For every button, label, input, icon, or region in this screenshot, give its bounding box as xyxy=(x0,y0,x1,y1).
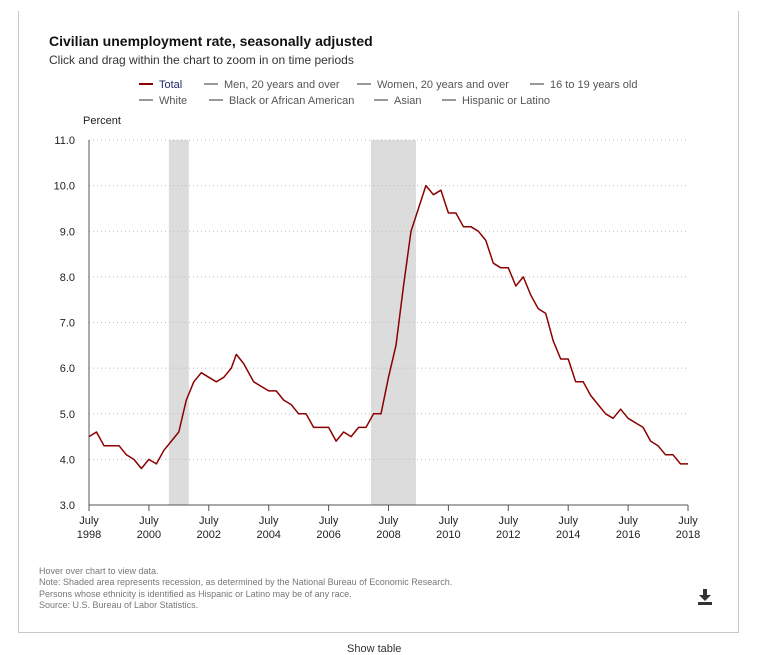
x-tick-year: 2010 xyxy=(436,529,460,541)
y-tick-label: 3.0 xyxy=(60,500,75,512)
x-tick-year: 2014 xyxy=(556,529,580,541)
x-tick-year: 1998 xyxy=(77,529,101,541)
y-tick-label: 9.0 xyxy=(60,226,75,238)
y-axis-title: Percent xyxy=(83,115,121,127)
legend-swatch xyxy=(442,99,456,102)
y-tick-label: 11.0 xyxy=(54,135,75,147)
legend-label: Black or African American xyxy=(229,95,355,107)
y-tick-label: 5.0 xyxy=(60,409,75,421)
legend-label: Total xyxy=(159,79,183,91)
series-line-total xyxy=(88,184,688,470)
x-tick-month: July xyxy=(618,515,638,527)
note-line: Note: Shaded area represents recession, … xyxy=(39,577,453,588)
legend-label: Women, 20 years and over xyxy=(377,79,509,91)
legend-label: White xyxy=(159,95,188,107)
legend-swatch xyxy=(209,99,223,102)
x-tick-month: July xyxy=(678,515,698,527)
x-tick-month: July xyxy=(439,515,459,527)
legend-label: 16 to 19 years old xyxy=(550,79,638,91)
x-tick-month: July xyxy=(139,515,159,527)
y-tick-label: 8.0 xyxy=(60,272,75,284)
note-line: Persons whose ethnicity is identified as… xyxy=(39,588,352,599)
x-tick-month: July xyxy=(79,515,99,527)
legend-label: Asian xyxy=(394,95,422,107)
chart-panel xyxy=(18,11,739,633)
x-tick-year: 2002 xyxy=(197,529,221,541)
legend-item-white[interactable]: White xyxy=(139,95,187,107)
legend-swatch xyxy=(139,83,153,86)
show-table-link[interactable]: Show table xyxy=(347,643,402,655)
y-tick-label: 7.0 xyxy=(60,318,75,330)
x-tick-month: July xyxy=(558,515,578,527)
x-tick-month: July xyxy=(379,515,399,527)
legend-swatch xyxy=(204,83,218,86)
legend: Total Men, 20 years and over Women, 20 y… xyxy=(0,77,776,113)
x-tick-year: 2004 xyxy=(256,529,280,541)
x-tick-month: July xyxy=(319,515,339,527)
y-tick-label: 4.0 xyxy=(60,454,75,466)
legend-swatch xyxy=(357,83,371,86)
line-chart[interactable]: 3.0 4.0 5.0 6.0 7.0 8.0 9.0 10.0 11.0 July 1998 Jul… xyxy=(0,0,776,560)
x-tick-year: 2018 xyxy=(676,529,700,541)
x-tick-month: July xyxy=(199,515,219,527)
x-tick-year: 2000 xyxy=(137,529,161,541)
legend-item-black[interactable]: Black or African American xyxy=(209,95,354,107)
x-tick-year: 2016 xyxy=(616,529,640,541)
legend-item-hispanic[interactable]: Hispanic or Latino xyxy=(442,95,550,107)
legend-item-men[interactable]: Men, 20 years and over xyxy=(204,79,340,91)
x-tick-year: 2008 xyxy=(376,529,400,541)
chart-subtitle: Click and drag within the chart to zoom … xyxy=(49,53,354,67)
legend-label: Hispanic or Latino xyxy=(462,95,551,107)
y-tick-label: 10.0 xyxy=(54,181,75,193)
chart-title: Civilian unemployment rate, seasonally a… xyxy=(49,33,373,49)
x-tick-year: 2012 xyxy=(496,529,520,541)
x-tick-month: July xyxy=(499,515,519,527)
note-line: Hover over chart to view data. xyxy=(39,566,159,576)
legend-swatch xyxy=(374,99,388,102)
legend-item-asian[interactable]: Asian xyxy=(374,95,422,107)
legend-item-teens[interactable]: 16 to 19 years old xyxy=(530,79,637,91)
chart-notes: Hover over chart to view data. Note: Sha… xyxy=(39,566,452,612)
legend-label: Men, 20 years and over xyxy=(224,79,340,91)
y-tick-label: 6.0 xyxy=(60,363,75,375)
x-tick-year: 2006 xyxy=(316,529,340,541)
legend-swatch xyxy=(139,99,153,102)
legend-swatch xyxy=(530,83,544,86)
x-tick-month: July xyxy=(259,515,279,527)
note-line: Source: U.S. Bureau of Labor Statistics. xyxy=(39,600,199,611)
legend-item-women[interactable]: Women, 20 years and over xyxy=(357,79,509,91)
download-icon[interactable] xyxy=(697,588,713,606)
legend-item-total[interactable]: Total xyxy=(139,79,182,91)
